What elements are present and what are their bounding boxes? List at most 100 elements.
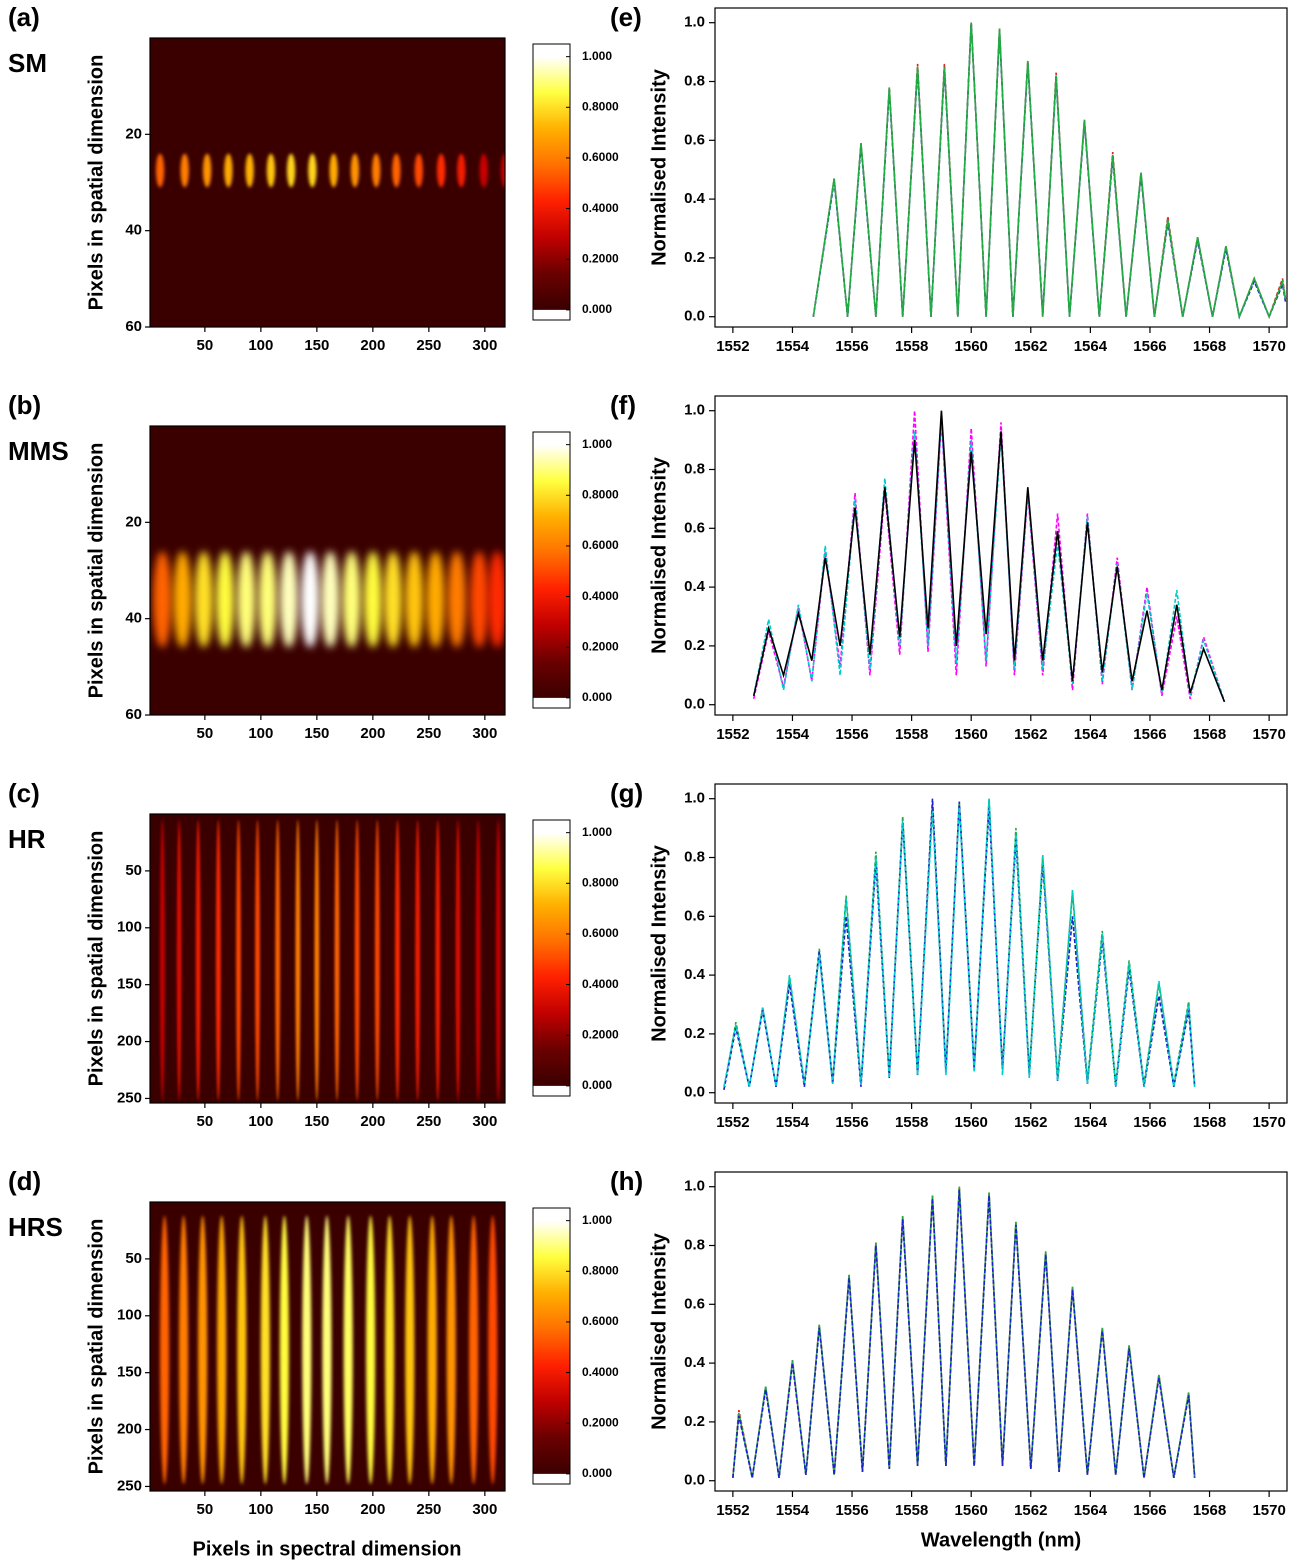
x-tick-label: 300 (472, 337, 497, 354)
panel-label: (h) (610, 1166, 643, 1196)
x-tick-label: 1558 (895, 1114, 928, 1131)
spot (475, 819, 481, 1101)
colorbar-tick-label: 0.2000 (582, 251, 619, 265)
panel-label: (a) (8, 2, 40, 32)
spot (415, 819, 421, 1101)
y-tick-label: 200 (117, 1033, 142, 1050)
y-tick-label: 0.6 (684, 519, 705, 536)
x-tick-label: 250 (416, 725, 441, 742)
spot (215, 819, 221, 1101)
spot (404, 551, 424, 648)
colorbar-frame (532, 1207, 571, 1485)
x-tick-label: 1564 (1074, 338, 1108, 355)
x-tick-label: 1558 (895, 1502, 928, 1519)
x-tick-label: 1556 (835, 1114, 868, 1131)
colorbar-frame (532, 819, 571, 1097)
colorbar-tick-label: 0.6000 (582, 150, 619, 164)
plot-frame (714, 395, 1288, 716)
x-tick-label: 100 (248, 725, 273, 742)
y-tick-label: 0.4 (684, 966, 706, 983)
x-tick-label: 250 (416, 337, 441, 354)
spot (447, 551, 467, 648)
y-axis-title: Pixels in spatial dimension (85, 831, 107, 1087)
colorbar-tick-label: 1.000 (582, 437, 612, 451)
spot (405, 1215, 415, 1485)
heatmap (150, 38, 505, 327)
heatmap (150, 814, 505, 1103)
heatmap-background (150, 38, 505, 327)
y-tick-label: 100 (117, 1307, 142, 1324)
x-tick-label: 200 (360, 1501, 385, 1518)
spot (495, 819, 501, 1101)
panel-sublabel: MMS (8, 436, 69, 466)
colorbar-tick-label: 0.000 (582, 302, 612, 316)
spot (436, 153, 446, 188)
spot (435, 819, 441, 1101)
x-tick-label: 1552 (716, 1114, 749, 1131)
y-tick-label: 100 (117, 919, 142, 936)
colorbar-tick-label: 0.4000 (582, 589, 619, 603)
spot (343, 1215, 353, 1485)
spot (457, 153, 466, 188)
spot (194, 551, 214, 648)
y-tick-label: 20 (125, 513, 142, 530)
colorbar-tick-label: 0.000 (582, 690, 612, 704)
spot (176, 819, 182, 1101)
x-tick-label: 150 (304, 1501, 329, 1518)
spot (255, 819, 260, 1101)
x-tick-label: 1554 (776, 338, 810, 355)
panel-sublabel: SM (8, 48, 47, 78)
spectrum-line (752, 410, 1226, 703)
y-tick-label: 1.0 (684, 790, 705, 807)
y-tick-label: 200 (117, 1421, 142, 1438)
x-tick-label: 50 (197, 1501, 214, 1518)
x-tick-label: 1558 (895, 338, 928, 355)
y-tick-label: 40 (125, 222, 142, 239)
colorbar-frame (532, 431, 571, 709)
spot (308, 153, 317, 188)
spot (366, 1215, 376, 1485)
y-axis-title: Pixels in spatial dimension (85, 443, 107, 699)
spot (314, 819, 320, 1101)
x-tick-label: 100 (248, 1113, 273, 1130)
colorbar-tick-label: 0.8000 (582, 875, 619, 889)
colorbar-tick-label: 1.000 (582, 825, 612, 839)
x-tick-label: 1562 (1014, 338, 1047, 355)
y-tick-label: 250 (117, 1089, 142, 1106)
spot (488, 1215, 498, 1485)
x-tick-label: 1564 (1074, 1114, 1108, 1131)
y-tick-label: 0.2 (684, 637, 705, 654)
x-tick-label: 1554 (776, 726, 810, 743)
y-tick-label: 1.0 (684, 402, 705, 419)
x-tick-label: 200 (360, 725, 385, 742)
spot (217, 1215, 227, 1485)
x-tick-label: 50 (197, 337, 214, 354)
panel-sublabel: HRS (8, 1212, 63, 1242)
spot (180, 153, 189, 188)
x-tick-label: 150 (304, 725, 329, 742)
x-tick-label: 200 (360, 337, 385, 354)
y-tick-label: 50 (125, 1250, 142, 1267)
y-axis-title: Normalised Intensity (648, 456, 670, 654)
panel-label: (c) (8, 778, 40, 808)
plot-frame (149, 813, 506, 1104)
y-axis-title: Pixels in spatial dimension (85, 55, 107, 311)
heatmap (150, 426, 505, 715)
x-tick-label: 1560 (955, 1502, 988, 1519)
panel-label: (b) (8, 390, 41, 420)
colorbar-tick-label: 0.6000 (582, 538, 619, 552)
x-tick-label: 1560 (955, 338, 988, 355)
colorbar (533, 1220, 570, 1474)
spot (334, 819, 340, 1101)
y-tick-label: 0.6 (684, 131, 705, 148)
y-tick-label: 0.4 (684, 578, 706, 595)
panel-label: (f) (610, 390, 636, 420)
colorbar-tick-label: 0.4000 (582, 201, 619, 215)
spot (385, 1215, 395, 1485)
spot (286, 153, 296, 188)
colorbar-tick-label: 1.000 (582, 49, 612, 63)
spot (322, 1215, 332, 1485)
y-tick-label: 0.4 (684, 1354, 706, 1371)
y-axis-title: Pixels in spatial dimension (85, 1219, 107, 1475)
